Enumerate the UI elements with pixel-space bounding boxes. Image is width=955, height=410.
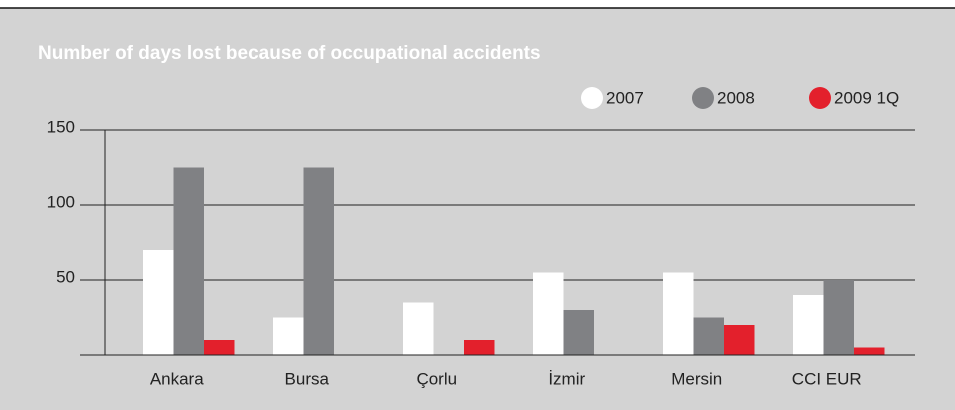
bar — [143, 250, 174, 355]
bar — [793, 295, 824, 355]
bar — [273, 317, 304, 355]
legend-swatch — [581, 87, 603, 109]
legend-swatch — [809, 87, 831, 109]
x-tick-label: Ankara — [150, 369, 204, 388]
legend-label: 2008 — [717, 88, 755, 107]
legend-swatch — [692, 87, 714, 109]
chart-title: Number of days lost because of occupatio… — [38, 43, 541, 64]
x-tick-label: İzmir — [548, 369, 585, 388]
bar — [204, 340, 235, 355]
bar — [403, 302, 434, 355]
bar — [464, 340, 495, 355]
x-tick-label: Mersin — [671, 369, 722, 388]
x-tick-label: CCI EUR — [792, 369, 862, 388]
y-tick-label: 50 — [56, 267, 75, 286]
legend-label: 2007 — [606, 88, 644, 107]
y-tick-label: 100 — [47, 192, 75, 211]
x-tick-label: Bursa — [285, 369, 330, 388]
y-tick-label: 150 — [47, 117, 75, 136]
bar — [533, 272, 564, 355]
bar — [724, 325, 755, 355]
x-tick-label: Çorlu — [416, 369, 457, 388]
bar — [823, 280, 854, 355]
bar — [303, 167, 334, 355]
bar — [173, 167, 204, 355]
bar — [854, 347, 885, 355]
bar — [563, 310, 594, 355]
bar — [693, 317, 724, 355]
bar — [663, 272, 694, 355]
legend-label: 2009 1Q — [834, 88, 899, 107]
